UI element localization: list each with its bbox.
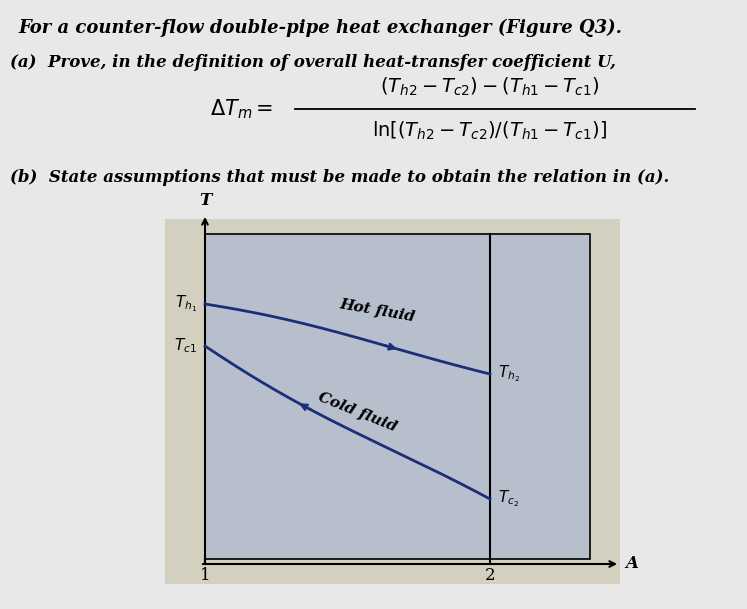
Text: $\Delta T_{m}=$: $\Delta T_{m}=$ [210,97,273,121]
Text: Cold fluid: Cold fluid [316,390,399,435]
FancyBboxPatch shape [165,219,620,584]
Text: $\ln[(T_{h2}-T_{c2})/(T_{h1}-T_{c1})]$: $\ln[(T_{h2}-T_{c2})/(T_{h1}-T_{c1})]$ [373,120,607,142]
FancyBboxPatch shape [205,234,590,559]
Text: T: T [199,192,211,209]
Text: 2: 2 [485,567,495,584]
Text: 1: 1 [199,567,211,584]
Text: $T_{h_2}$: $T_{h_2}$ [498,364,520,384]
Text: (b)  State assumptions that must be made to obtain the relation in (a).: (b) State assumptions that must be made … [10,169,669,186]
Text: $T_{c_2}$: $T_{c_2}$ [498,488,519,509]
Text: $(T_{h2}-T_{c2})-(T_{h1}-T_{c1})$: $(T_{h2}-T_{c2})-(T_{h1}-T_{c1})$ [380,76,600,98]
Text: $T_{h_1}$: $T_{h_1}$ [175,294,197,314]
Text: Hot fluid: Hot fluid [338,297,416,325]
Text: For a counter-flow double-pipe heat exchanger (Figure Q3).: For a counter-flow double-pipe heat exch… [18,19,622,37]
Text: (a)  Prove, in the definition of overall heat-transfer coefficient U,: (a) Prove, in the definition of overall … [10,54,616,71]
Text: A: A [625,555,638,572]
Text: $T_{c1}$: $T_{c1}$ [174,337,197,355]
